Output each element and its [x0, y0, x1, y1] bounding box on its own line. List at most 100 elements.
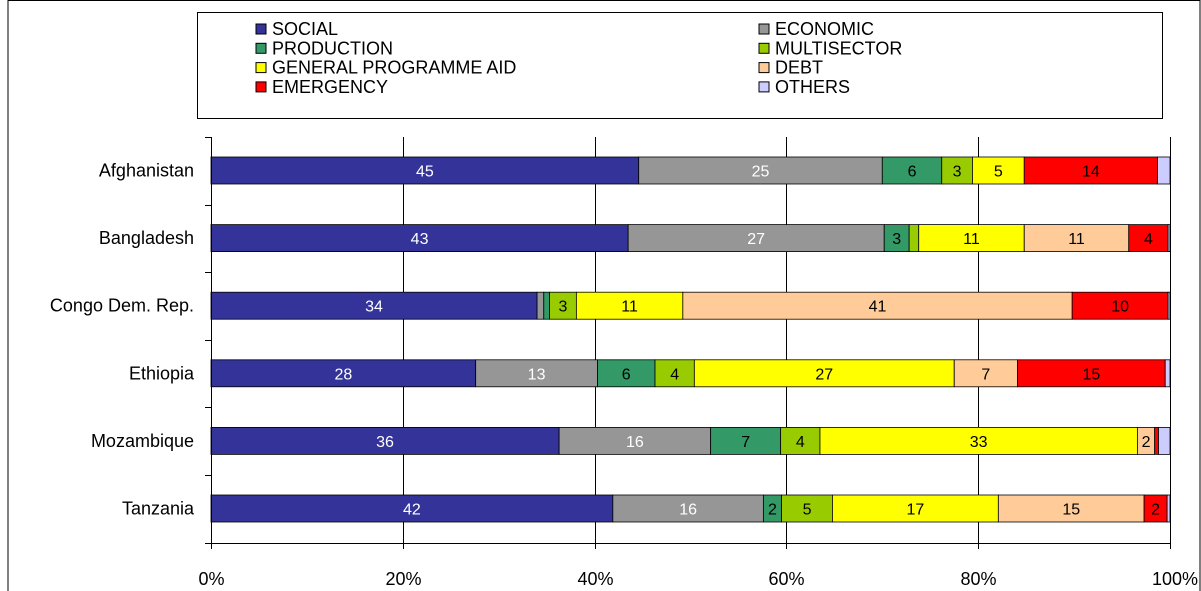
bar-ethiopia-economic [475, 359, 598, 388]
legend-swatch-social [255, 23, 267, 35]
bar-mozambique-others [1158, 426, 1171, 455]
bar-mozambique-economic [558, 426, 712, 455]
bar-bangladesh-others [1167, 224, 1171, 253]
bar-congo-dem-rep-production [543, 291, 550, 320]
category-label-tanzania: Tanzania [122, 499, 195, 519]
data-label-afghanistan-general-programme-aid: 5 [994, 164, 1003, 181]
legend-box [197, 12, 1163, 119]
bar-mozambique-multisector [780, 426, 821, 455]
legend-entry-economic: ECONOMIC [775, 19, 874, 39]
bar-ethiopia-multisector [654, 359, 695, 388]
bar-ethiopia-others [1164, 359, 1171, 388]
bar-afghanistan-economic [638, 156, 883, 185]
data-label-bangladesh-general-programme-aid: 11 [963, 231, 980, 248]
bar-congo-dem-rep-economic [536, 291, 545, 320]
data-label-mozambique-social: 36 [376, 434, 394, 451]
bar-bangladesh-economic [627, 224, 885, 253]
data-label-afghanistan-social: 45 [416, 164, 434, 181]
bar-congo-dem-rep-social [210, 291, 538, 320]
legend-swatch-production [255, 42, 267, 54]
bar-afghanistan-general-programme-aid [972, 156, 1025, 185]
bar-afghanistan-social [210, 156, 640, 185]
x-tick-label-4: 80% [960, 569, 996, 589]
bar-congo-dem-rep-emergency [1071, 291, 1169, 320]
bar-congo-dem-rep-others [1167, 291, 1171, 320]
legend-entry-social: SOCIAL [272, 19, 338, 39]
bar-bangladesh-general-programme-aid [918, 224, 1025, 253]
data-label-congo-dem-rep-debt: 41 [869, 299, 887, 316]
bar-ethiopia-production [597, 359, 656, 388]
legend-swatch-general-programme-aid [255, 62, 267, 74]
bar-tanzania-debt [997, 494, 1145, 523]
legend-entry-others: OTHERS [775, 77, 850, 97]
category-label-ethiopia: Ethiopia [129, 363, 195, 383]
x-tick-label-5: 100% [1152, 569, 1198, 589]
bar-mozambique-general-programme-aid [819, 426, 1138, 455]
data-label-afghanistan-economic: 25 [752, 164, 770, 181]
x-tick-label-3: 60% [768, 569, 804, 589]
data-label-afghanistan-multisector: 3 [953, 164, 962, 181]
bar-mozambique-production [710, 426, 782, 455]
legend-entry-multisector: MULTISECTOR [775, 38, 902, 58]
legend-entry-debt: DEBT [775, 58, 823, 78]
data-label-ethiopia-multisector: 4 [670, 366, 679, 383]
data-label-tanzania-emergency: 2 [1151, 502, 1160, 519]
x-tick-label-1: 20% [385, 569, 421, 589]
category-label-mozambique: Mozambique [91, 431, 194, 451]
data-label-ethiopia-production: 6 [622, 366, 631, 383]
data-label-afghanistan-production: 6 [908, 164, 917, 181]
x-tick-label-2: 40% [577, 569, 613, 589]
data-label-tanzania-debt: 15 [1062, 502, 1080, 519]
data-label-mozambique-debt: 2 [1142, 434, 1151, 451]
legend-entry-general-programme-aid: GENERAL PROGRAMME AID [272, 58, 516, 78]
data-label-tanzania-general-programme-aid: 17 [906, 502, 924, 519]
category-label-bangladesh: Bangladesh [99, 228, 194, 248]
data-label-ethiopia-emergency: 15 [1082, 366, 1100, 383]
data-label-mozambique-production: 7 [741, 434, 750, 451]
chart-frame [7, 0, 1201, 591]
bar-tanzania-economic [612, 494, 764, 523]
bar-bangladesh-emergency [1128, 224, 1169, 253]
data-label-tanzania-production: 2 [768, 502, 777, 519]
data-label-tanzania-economic: 16 [679, 502, 697, 519]
data-label-mozambique-economic: 16 [626, 434, 644, 451]
bar-ethiopia-social [210, 359, 477, 388]
data-label-bangladesh-emergency: 4 [1144, 231, 1153, 248]
bar-ethiopia-debt [953, 359, 1018, 388]
category-label-congo-dem-rep: Congo Dem. Rep. [50, 296, 194, 316]
data-label-bangladesh-debt: 11 [1068, 231, 1085, 248]
bar-mozambique-emergency [1154, 426, 1159, 455]
data-label-congo-dem-rep-multisector: 3 [558, 299, 567, 316]
data-label-congo-dem-rep-social: 34 [365, 299, 383, 316]
data-label-bangladesh-social: 43 [411, 231, 429, 248]
legend-swatch-emergency [255, 81, 267, 93]
legend-entry-production: PRODUCTION [272, 38, 393, 58]
bar-tanzania-multisector [781, 494, 833, 523]
legend-swatch-multisector [758, 42, 770, 54]
data-label-ethiopia-general-programme-aid: 27 [815, 366, 833, 383]
data-label-ethiopia-social: 28 [334, 366, 352, 383]
legend-entry-emergency: EMERGENCY [272, 77, 388, 97]
data-label-bangladesh-economic: 27 [747, 231, 765, 248]
x-tick-label-0: 0% [198, 569, 224, 589]
category-label-afghanistan: Afghanistan [99, 161, 194, 181]
data-label-tanzania-multisector: 5 [803, 502, 812, 519]
data-label-bangladesh-production: 3 [892, 231, 901, 248]
data-label-congo-dem-rep-general-programme-aid: 11 [621, 299, 638, 316]
bar-afghanistan-production [881, 156, 943, 185]
bar-bangladesh-multisector [908, 224, 920, 253]
data-label-ethiopia-debt: 7 [981, 366, 990, 383]
data-label-congo-dem-rep-emergency: 10 [1111, 299, 1129, 316]
legend-swatch-debt [758, 62, 770, 74]
bar-tanzania-others [1166, 494, 1171, 523]
data-label-tanzania-social: 42 [403, 502, 421, 519]
data-label-afghanistan-emergency: 14 [1082, 164, 1100, 181]
data-label-ethiopia-economic: 13 [528, 366, 546, 383]
data-label-mozambique-general-programme-aid: 33 [970, 434, 988, 451]
bar-bangladesh-production [883, 224, 910, 253]
bar-mozambique-social [210, 426, 560, 455]
bar-ethiopia-emergency [1017, 359, 1166, 388]
legend-swatch-economic [758, 23, 770, 35]
legend: SOCIAL ECONOMIC PRODUCTION MULTISECTOR GENER… [197, 12, 1163, 119]
